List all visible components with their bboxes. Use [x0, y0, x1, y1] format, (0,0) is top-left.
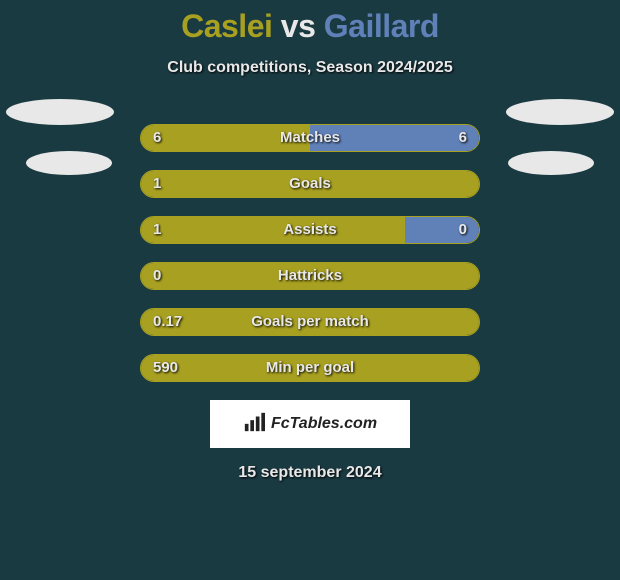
player1-avatar-ellipse-1 [6, 99, 114, 125]
title-player2: Gaillard [324, 8, 439, 44]
date-line: 15 september 2024 [140, 464, 480, 482]
fctables-logo: FcTables.com [210, 400, 410, 448]
bar-assists-right-val: 0 [459, 217, 467, 243]
bar-assists-label: Assists [141, 217, 479, 243]
subtitle: Club competitions, Season 2024/2025 [0, 59, 620, 77]
title-player1: Caslei [181, 8, 272, 44]
logo-text: FcTables.com [271, 415, 377, 433]
comparison-title: Caslei vs Gaillard [0, 0, 620, 45]
bar-goals-label: Goals [141, 171, 479, 197]
bar-goals-per-match: 0.17 Goals per match [140, 308, 480, 336]
bar-hattricks-label: Hattricks [141, 263, 479, 289]
bar-matches: 6 Matches 6 [140, 124, 480, 152]
bar-matches-label: Matches [141, 125, 479, 151]
bar-gpm-label: Goals per match [141, 309, 479, 335]
bar-assists: 1 Assists 0 [140, 216, 480, 244]
player1-avatar-ellipse-2 [26, 151, 112, 175]
bar-hattricks: 0 Hattricks [140, 262, 480, 290]
bar-matches-right-val: 6 [459, 125, 467, 151]
bar-mpg-label: Min per goal [141, 355, 479, 381]
chart-icon [243, 411, 265, 438]
title-vs: vs [281, 8, 316, 44]
player2-avatar-ellipse-2 [508, 151, 594, 175]
bar-min-per-goal: 590 Min per goal [140, 354, 480, 382]
bar-goals: 1 Goals [140, 170, 480, 198]
player2-avatar-ellipse-1 [506, 99, 614, 125]
stat-bars: 6 Matches 6 1 Goals 1 Assists 0 0 Hattri… [140, 124, 480, 482]
